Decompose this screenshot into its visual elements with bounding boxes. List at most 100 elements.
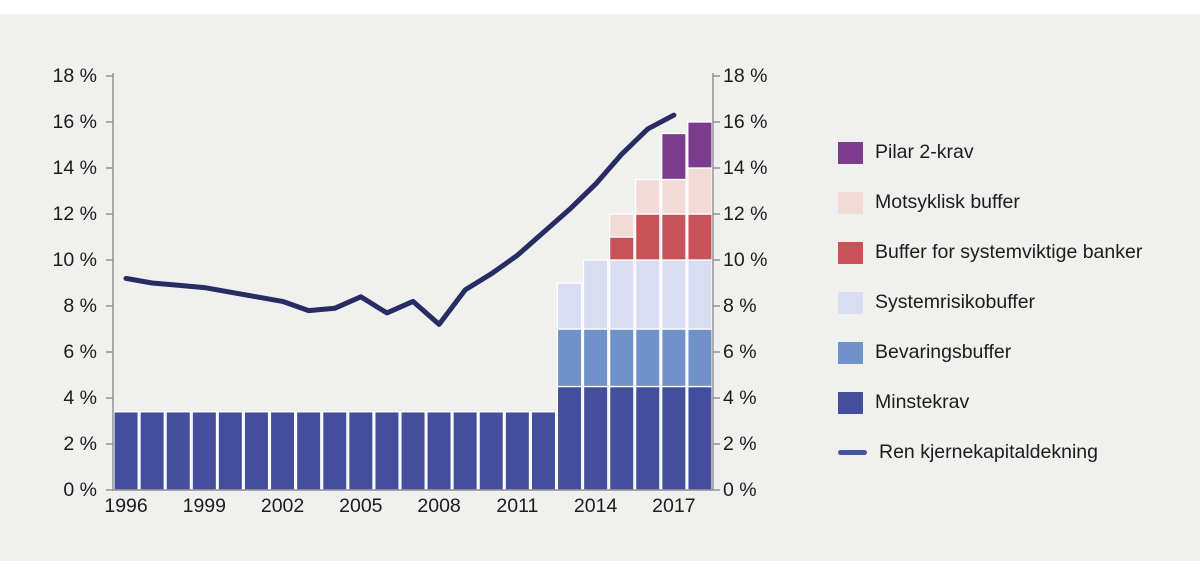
legend-item: Motsyklisk buffer [838,191,1142,214]
legend-label: Ren kjernekapitaldekning [879,441,1098,463]
bar-segment-minstekrav-2000 [217,411,244,491]
bar-segment-minstekrav-2010 [478,411,505,491]
bar-segment-minstekrav-2016 [634,385,661,491]
bar-segment-minstekrav-2009 [452,411,478,491]
bar-segment-pilar2-2018 [687,121,713,169]
x-axis-label-1996: 1996 [104,495,147,517]
y-axis-label-left-18: 18 % [53,65,97,87]
y-axis-label-right-6: 6 % [723,341,757,363]
axis-labels: 0 % 0 % 2 % 2 % 4 % 4 % 6 % 6 % 8 % 8 % 10 % 10 % 12… [53,65,768,517]
y-axis-label-left-0: 0 % [63,479,97,501]
legend-item: Buffer for systemviktige banker [838,241,1142,264]
y-axis-label-left-14: 14 % [53,157,97,179]
bar-segment-systemrisikobuffer-2013 [556,282,583,330]
stacked-bars [113,121,713,491]
legend: Pilar 2-krav Motsyklisk buffer Buffer for … [838,141,1142,464]
legend-item: Ren kjernekapitaldekning [838,441,1142,464]
bar-segment-systemrisikobuffer-2014 [582,259,609,330]
axes [106,73,720,491]
bar-segment-minstekrav-2008 [426,411,452,491]
bar-segment-minstekrav-1996 [113,411,139,491]
bar-segment-motsyklisk-2015 [608,213,635,238]
bar-segment-bevaringsbuffer-2018 [687,328,713,388]
y-axis-label-right-12: 12 % [723,203,767,225]
legend-color-swatch [838,191,863,214]
bar-segment-bevaringsbuffer-2016 [634,328,661,388]
bar-segment-minstekrav-2001 [243,411,270,491]
x-axis-label-2017: 2017 [652,495,695,517]
line-ren-kjernekapitaldekning [123,112,677,327]
bar-segment-systemviktige-2018 [687,213,713,261]
legend-line-swatch [838,450,867,455]
bar-segment-bevaringsbuffer-2013 [556,328,583,388]
legend-label: Bevaringsbuffer [875,341,1012,363]
legend-label: Systemrisikobuffer [875,291,1036,313]
bar-segment-systemrisikobuffer-2015 [608,259,635,330]
bar-segment-minstekrav-2004 [321,411,348,491]
bar-segment-motsyklisk-2016 [634,178,661,215]
x-axis-label-2005: 2005 [339,495,383,517]
bar-segment-motsyklisk-2018 [687,167,713,215]
y-axis-label-left-6: 6 % [63,341,97,363]
legend-label: Motsyklisk buffer [875,191,1020,213]
bar-segment-minstekrav-2006 [374,411,400,491]
legend-label: Buffer for systemviktige banker [875,241,1143,263]
y-axis-label-left-4: 4 % [63,387,97,409]
legend-color-swatch [838,291,863,314]
bar-segment-bevaringsbuffer-2015 [608,328,635,388]
bar-segment-pilar2-2017 [661,132,687,181]
bar-segment-systemviktige-2016 [634,213,661,261]
y-axis-label-left-12: 12 % [53,203,97,225]
legend-label: Minstekrav [875,391,970,413]
x-axis-label-2008: 2008 [417,495,460,517]
bar-segment-minstekrav-2018 [687,385,713,491]
bar-segment-minstekrav-1998 [165,411,192,491]
legend-item: Minstekrav [838,391,1142,414]
bar-segment-minstekrav-2015 [608,385,635,491]
x-axis-label-1999: 1999 [183,495,226,517]
bar-segment-minstekrav-2012 [530,411,557,491]
bar-segment-minstekrav-2003 [295,411,322,491]
bar-segment-systemrisikobuffer-2016 [634,259,661,330]
bar-segment-minstekrav-2007 [400,411,426,491]
cet1-ratio-line [123,112,677,327]
y-axis-label-right-18: 18 % [723,65,767,87]
bar-segment-minstekrav-2002 [269,411,296,491]
legend-color-swatch [838,341,863,364]
bar-segment-systemviktige-2017 [661,213,687,261]
bar-segment-systemrisikobuffer-2018 [687,259,713,330]
y-axis-label-right-4: 4 % [723,387,757,409]
legend-color-swatch [838,141,863,164]
y-axis-label-right-8: 8 % [723,295,757,317]
y-axis-label-right-14: 14 % [723,157,767,179]
bar-segment-minstekrav-2017 [661,385,687,491]
y-axis-label-right-16: 16 % [723,111,767,133]
bar-segment-motsyklisk-2017 [661,178,687,215]
y-axis-label-left-2: 2 % [63,433,97,455]
bar-segment-minstekrav-1999 [191,411,218,491]
legend-label: Pilar 2-krav [875,141,974,163]
legend-item: Bevaringsbuffer [838,341,1142,364]
x-axis-label-2011: 2011 [496,495,538,517]
bar-segment-minstekrav-2014 [582,385,609,491]
y-axis-label-right-0: 0 % [723,479,757,501]
legend-item: Pilar 2-krav [838,141,1142,164]
bar-segment-bevaringsbuffer-2017 [661,328,687,388]
bar-segment-systemrisikobuffer-2017 [661,259,687,330]
y-axis-label-left-10: 10 % [53,249,97,271]
bar-segment-minstekrav-2013 [556,385,583,491]
bar-segment-minstekrav-1997 [139,411,165,491]
bar-segment-systemviktige-2015 [608,236,635,261]
legend-color-swatch [838,241,863,264]
bar-segment-minstekrav-2005 [348,411,374,491]
legend-item: Systemrisikobuffer [838,291,1142,314]
y-axis-label-left-16: 16 % [53,111,97,133]
x-axis-label-2014: 2014 [574,495,618,517]
legend-color-swatch [838,391,863,414]
y-axis-label-left-8: 8 % [63,295,97,317]
y-axis-label-right-10: 10 % [723,249,767,271]
y-axis-label-right-2: 2 % [723,433,757,455]
x-axis-label-2002: 2002 [261,495,304,517]
bar-segment-minstekrav-2011 [504,411,531,491]
